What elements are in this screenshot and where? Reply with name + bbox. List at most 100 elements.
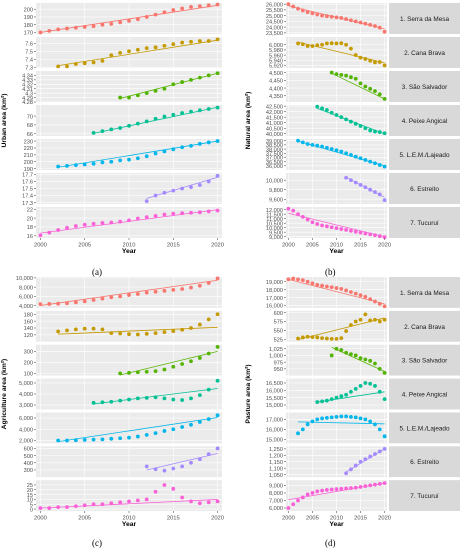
data-point: [368, 22, 373, 27]
data-point: [144, 15, 149, 19]
data-point: [153, 395, 158, 400]
data-point: [300, 42, 305, 47]
data-point: [353, 53, 358, 57]
data-point: [135, 332, 140, 337]
y-tick-label: 25: [27, 483, 33, 489]
y-tick-label: 4.3: [25, 91, 33, 97]
y-axis-title: Natural area (km²): [245, 92, 252, 150]
x-tick-label: 2020: [378, 516, 391, 522]
facet-c-1: 4,000 6,000 8,000 10,000: [16, 276, 222, 310]
data-point: [189, 422, 193, 427]
y-tick-label: 3,000: [19, 403, 33, 409]
x-tick-label: 2000: [282, 516, 295, 522]
data-point: [377, 60, 382, 64]
data-point: [310, 281, 315, 286]
data-point: [65, 301, 69, 306]
data-point: [171, 211, 176, 216]
data-point: [197, 108, 202, 113]
data-point: [334, 41, 339, 46]
data-point: [305, 279, 310, 284]
facet-a-6: 17.317.417.517.617.7: [22, 173, 222, 207]
data-point: [100, 400, 105, 405]
data-point: [144, 215, 149, 220]
data-point: [56, 64, 61, 69]
data-point: [339, 486, 344, 491]
data-point: [135, 121, 140, 126]
y-tick-label: 39,000: [266, 139, 283, 145]
data-point: [180, 495, 185, 500]
data-point: [56, 228, 61, 232]
y-tick-label: 17.7: [22, 173, 33, 179]
data-point: [118, 436, 123, 441]
data-point: [215, 446, 220, 451]
y-tick-label: 525: [274, 337, 283, 343]
data-point: [118, 500, 123, 505]
y-tick-label: 26,000: [266, 2, 283, 8]
panel-label-d: (d): [325, 538, 336, 548]
data-point: [100, 502, 105, 507]
y-tick-label: 7.3: [25, 65, 33, 71]
data-point: [329, 353, 334, 358]
data-point: [344, 288, 349, 293]
data-point: [206, 107, 211, 111]
x-tick-label: 2020: [378, 243, 391, 249]
data-point: [296, 498, 300, 503]
data-point: [320, 283, 324, 288]
data-point: [286, 506, 291, 510]
y-tick-label: 18,000: [266, 288, 283, 294]
trend-line: [146, 453, 218, 471]
data-point: [300, 427, 305, 432]
trend-line: [58, 417, 218, 442]
data-point: [329, 41, 334, 46]
data-point: [344, 117, 349, 122]
y-tick-label: 4.31: [22, 87, 33, 93]
data-point: [171, 112, 176, 117]
facet-b-6: 9,600 9,800 10,000 6. Estreito: [266, 173, 460, 204]
y-tick-label: 38,000: [266, 147, 283, 153]
chart-a: 1701801902007.37.47.57.64.284.294.34.314…: [1, 2, 224, 255]
data-point: [324, 224, 329, 229]
data-point: [382, 446, 387, 451]
chart-d: 16,000 17,000 18,000 19,000 1. Serra da Mesa…: [245, 276, 460, 528]
y-tick-label: 40,500: [266, 126, 283, 132]
data-point: [296, 336, 300, 341]
data-point: [310, 220, 315, 225]
y-tick-label: 40,000: [266, 132, 283, 138]
data-point: [377, 92, 382, 97]
facet-strip-label: 1. Serra da Mesa: [400, 16, 449, 23]
data-point: [82, 326, 87, 331]
data-point: [144, 497, 149, 502]
data-point: [144, 91, 149, 96]
data-point: [100, 58, 105, 63]
panel-label-a: (a): [92, 267, 102, 277]
data-point: [171, 329, 176, 333]
data-point: [162, 114, 167, 119]
data-point: [358, 156, 363, 161]
data-point: [189, 359, 193, 364]
data-point: [65, 505, 69, 510]
data-point: [153, 12, 158, 17]
data-point: [358, 356, 363, 361]
y-tick-label: 8,000: [269, 491, 283, 497]
y-tick-label: 8,000: [19, 285, 33, 291]
y-tick-label: 24,500: [266, 20, 283, 26]
y-tick-label: 160: [24, 319, 33, 325]
y-tick-label: 400: [24, 461, 33, 467]
y-tick-label: 9,000: [269, 484, 283, 490]
data-point: [127, 397, 131, 402]
facet-d-5: 15,000 16,000 17,000 5. L.E.M./Lajeado: [266, 412, 460, 444]
data-point: [171, 8, 176, 12]
data-point: [344, 350, 349, 355]
data-point: [91, 326, 96, 331]
y-tick-label: 5,000: [19, 381, 33, 387]
facet-strip-label: 6. Estreito: [410, 186, 439, 193]
y-tick-label: 1,150: [269, 460, 283, 466]
data-point: [144, 464, 149, 469]
data-point: [206, 500, 211, 505]
data-point: [363, 185, 368, 190]
facet-strip: [389, 480, 460, 511]
facet-a-1: 170 180 190 200: [24, 2, 222, 37]
data-point: [127, 123, 131, 128]
data-point: [320, 144, 324, 149]
